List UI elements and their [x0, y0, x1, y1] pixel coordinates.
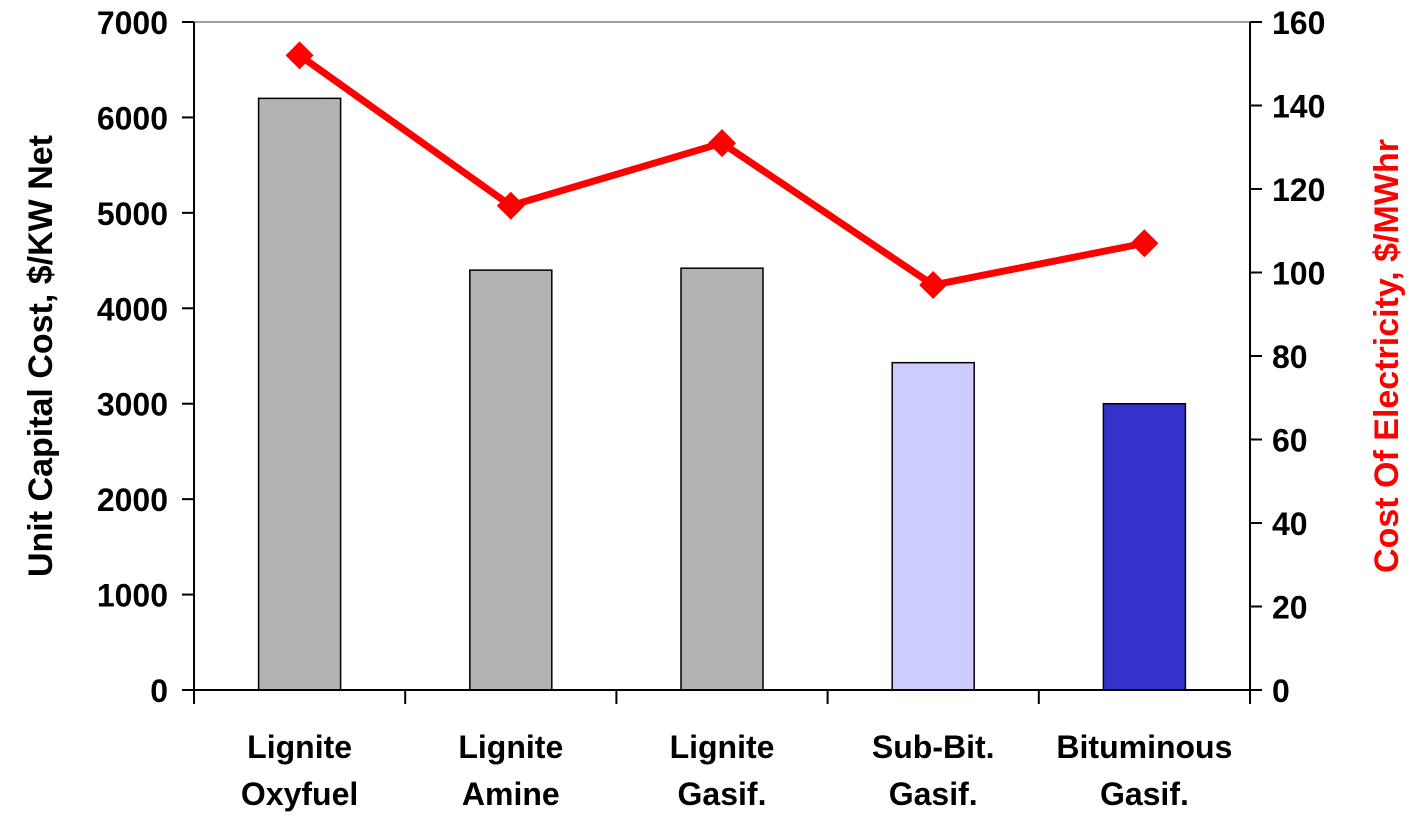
cost-of-electricity-line [297, 52, 1146, 289]
x-tick-label: Lignite [670, 729, 775, 765]
x-tick-label: Oxyfuel [241, 776, 358, 812]
line-point-marker [285, 41, 314, 70]
y-axis-label: Unit Capital Cost, $/KW Net [22, 135, 60, 577]
line-point-marker [919, 271, 948, 300]
bar [469, 269, 553, 691]
y-tick-label: 2000 [97, 482, 168, 518]
bar [680, 267, 764, 691]
right-axis: 0 20 40 60 80 100 120 140 160 [1249, 5, 1325, 709]
y-right-tick-label: 140 [1272, 89, 1325, 125]
x-tick-label: Sub-Bit. [872, 729, 995, 765]
line-point-marker [708, 129, 736, 158]
y-tick-label: 4000 [97, 291, 168, 327]
x-tick-label: Gasif. [1100, 776, 1189, 812]
x-tick-label: Gasif. [889, 776, 978, 812]
bar [257, 97, 342, 691]
y-axis-label-right: Cost Of Electricity, $/MWhr [1368, 139, 1406, 573]
y-right-tick-label: 20 [1272, 590, 1308, 626]
line-point-marker [1130, 229, 1159, 258]
left-axis: 0 1000 2000 3000 4000 5000 6000 7000 [97, 5, 195, 709]
x-tick-label: Gasif. [678, 776, 767, 812]
x-tick-label: Amine [462, 776, 560, 812]
y-right-tick-label: 100 [1272, 256, 1325, 292]
y-right-tick-label: 40 [1272, 506, 1308, 542]
y-right-tick-label: 120 [1272, 172, 1325, 208]
y-tick-label: 1000 [97, 578, 168, 614]
bars [257, 97, 1187, 691]
y-tick-label: 0 [150, 673, 168, 709]
y-right-tick-label: 80 [1272, 339, 1308, 375]
y-right-tick-label: 60 [1272, 423, 1308, 459]
x-tick-label: Bituminous [1056, 729, 1232, 765]
y-tick-label: 5000 [97, 196, 168, 232]
x-axis: Lignite Oxyfuel Lignite Amine Lignite Gasif. S… [182, 689, 1262, 812]
line-point-marker [496, 191, 525, 220]
y-tick-label: 3000 [97, 387, 168, 423]
x-tick-label: Lignite [458, 729, 563, 765]
y-right-tick-label: 160 [1272, 5, 1325, 41]
y-right-tick-label: 0 [1272, 673, 1290, 709]
x-tick-label: Lignite [247, 729, 352, 765]
line-series [285, 41, 1159, 300]
bar [1102, 402, 1187, 691]
y-tick-label: 7000 [97, 5, 168, 41]
y-tick-label: 6000 [97, 100, 168, 136]
bar [891, 361, 975, 691]
